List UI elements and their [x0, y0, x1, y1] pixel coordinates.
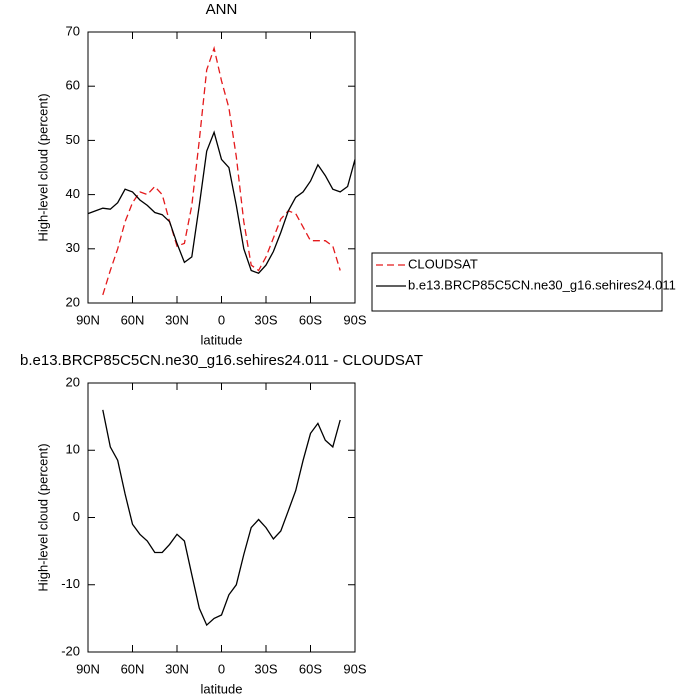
legend-box: [371, 252, 663, 312]
x-tick-label: 30S: [254, 312, 277, 327]
y-tick-label: 50: [66, 132, 80, 147]
y-tick-label: 40: [66, 186, 80, 201]
x-axis-label: latitude: [201, 332, 243, 347]
x-tick-label: 90S: [343, 312, 366, 327]
chart-title: ANN: [206, 1, 238, 18]
y-tick-label: 30: [66, 240, 80, 255]
x-tick-label: 0: [218, 312, 225, 327]
y-tick-label: 60: [66, 78, 80, 93]
y-axis-label: High-level cloud (percent): [35, 443, 50, 591]
y-tick-label: 20: [66, 294, 80, 309]
x-tick-label: 0: [218, 661, 225, 676]
x-tick-label: 60N: [121, 661, 145, 676]
data-line: [102, 409, 341, 627]
x-tick-label: 30S: [254, 661, 277, 676]
y-tick-label: 20: [66, 374, 80, 389]
x-tick-label: 30N: [165, 661, 189, 676]
y-tick-label: -10: [61, 576, 80, 591]
y-tick-label: -20: [61, 643, 80, 658]
legend-label: b.e13.BRCP85C5CN.ne30_g16.sehires24.011: [408, 277, 676, 292]
y-tick-label: 70: [66, 23, 80, 38]
legend-label: CLOUDSAT: [408, 256, 478, 271]
y-axis-label: High-level cloud (percent): [35, 93, 50, 241]
x-axis-label: latitude: [201, 681, 243, 696]
x-tick-label: 90N: [76, 661, 100, 676]
x-tick-label: 30N: [165, 312, 189, 327]
plot-frame: [87, 31, 356, 304]
data-line: [102, 45, 341, 296]
chart-title: b.e13.BRCP85C5CN.ne30_g16.sehires24.011 …: [20, 352, 423, 369]
x-tick-label: 60N: [121, 312, 145, 327]
x-tick-label: 60S: [299, 312, 322, 327]
x-tick-label: 60S: [299, 661, 322, 676]
y-tick-label: 0: [73, 509, 80, 524]
y-tick-label: 10: [66, 442, 80, 457]
x-tick-label: 90S: [343, 661, 366, 676]
plot-frame: [87, 382, 356, 653]
data-line: [87, 130, 356, 274]
x-tick-label: 90N: [76, 312, 100, 327]
